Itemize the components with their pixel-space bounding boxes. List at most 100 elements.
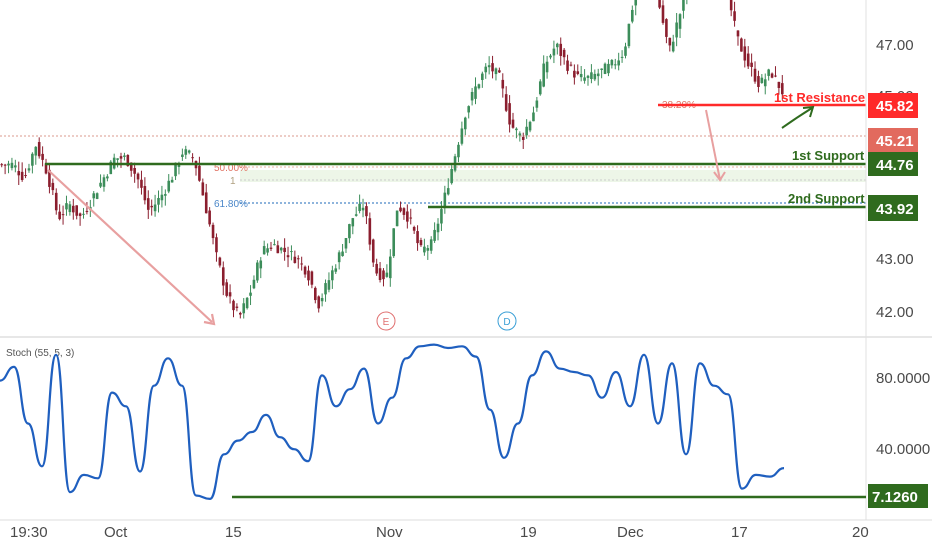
candle-body: [269, 247, 273, 249]
candle-body: [198, 165, 201, 181]
down-arrow-2: [705, 109, 721, 181]
candle-body: [167, 180, 171, 192]
candle-body: [457, 144, 460, 158]
candle-body: [528, 121, 532, 131]
candle-body: [7, 163, 10, 166]
candle-body: [603, 63, 607, 74]
candle-body: [569, 64, 573, 66]
candle-body: [331, 270, 334, 281]
candle-body: [474, 86, 477, 99]
candle-body: [378, 268, 382, 281]
candle-body: [620, 56, 624, 58]
candle-body: [365, 206, 368, 217]
candle-body: [671, 41, 675, 52]
candle-body: [498, 70, 501, 73]
price-tick-42: 42.00: [876, 304, 914, 321]
fib-zone: [240, 170, 866, 182]
candle-body: [440, 209, 443, 224]
candle-body: [491, 63, 494, 72]
candle-body: [300, 263, 303, 265]
candle-body: [504, 94, 508, 111]
candle-body: [395, 210, 399, 227]
current-price-badge-value: 45.21: [876, 133, 914, 150]
candle-body: [566, 60, 569, 71]
support1-badge-value: 44.76: [876, 157, 914, 174]
candle-body: [515, 128, 518, 131]
support1-label: 1st Support: [792, 148, 865, 163]
down-arrow-1-head: [203, 313, 216, 326]
candle-body: [586, 75, 590, 78]
candle-body: [136, 173, 140, 180]
candle-body: [102, 177, 106, 187]
candle-body: [228, 292, 232, 297]
candle-body: [358, 203, 361, 212]
candle-body: [562, 49, 566, 58]
candle-body: [126, 155, 130, 167]
candle-body: [426, 248, 430, 251]
candle-body: [508, 103, 511, 125]
event-marker-e[interactable]: [376, 311, 396, 331]
candle-body: [409, 217, 413, 219]
candle-body: [774, 75, 777, 77]
candle-body: [177, 164, 181, 167]
candle-body: [10, 162, 14, 169]
candle-body: [436, 223, 440, 233]
candle-body: [34, 146, 38, 156]
down-arrow-2-head: [713, 171, 726, 182]
candle-body: [235, 306, 239, 308]
candle-body: [750, 62, 753, 68]
candle-body: [279, 247, 283, 251]
stoch-value-badge-text: 7.1260: [872, 489, 918, 506]
candle-body: [48, 169, 51, 187]
candle-body: [37, 142, 41, 157]
candle-body: [573, 70, 576, 78]
candle-body: [85, 210, 89, 212]
candle-body: [596, 73, 600, 77]
down-arrow-1: [47, 169, 213, 323]
candle-body: [450, 168, 453, 184]
resistance-badge-value: 45.82: [876, 98, 914, 115]
candle-body: [65, 203, 68, 210]
current-price-badge: [868, 128, 918, 152]
candle-body: [542, 63, 545, 87]
candle-body: [658, 0, 661, 8]
candle-body: [273, 244, 276, 246]
candle-body: [170, 179, 174, 183]
candle-body: [433, 229, 436, 241]
candle-body: [467, 106, 470, 113]
candle-body: [320, 297, 324, 302]
candle-body: [310, 271, 314, 285]
event-marker-d[interactable]: [497, 311, 517, 331]
candle-body: [181, 154, 184, 157]
candle-body: [324, 283, 327, 295]
price-pane: 50.00% 1 61.80% 38.20% 1st Resistance 1s…: [0, 0, 866, 331]
x-tick-1930: 19:30: [10, 524, 48, 541]
candle-body: [361, 207, 365, 211]
candle-body: [99, 182, 102, 187]
candle-body: [617, 60, 620, 66]
candle-body: [661, 5, 665, 23]
up-arrow: [781, 107, 813, 129]
candle-body: [767, 69, 770, 76]
candle-body: [187, 150, 191, 153]
event-marker-e-label: E: [383, 317, 390, 328]
candle-body: [583, 77, 586, 81]
candle-body: [348, 224, 351, 239]
candle-body: [525, 126, 528, 136]
candle-body: [412, 227, 416, 231]
candle-body: [221, 267, 225, 286]
candle-body: [3, 164, 7, 166]
candle-body: [406, 211, 409, 222]
candle-body: [58, 211, 61, 220]
candle-body: [579, 73, 583, 78]
candle-body: [402, 208, 406, 215]
candle-body: [682, 0, 685, 11]
stoch-title: Stoch (55, 5, 3): [6, 348, 74, 359]
candle-body: [385, 272, 389, 277]
candle-body: [532, 112, 535, 122]
candle-body: [763, 79, 767, 87]
fib-618-label: 61.80%: [214, 199, 248, 210]
candle-body: [501, 79, 505, 89]
candle-body: [296, 258, 300, 260]
